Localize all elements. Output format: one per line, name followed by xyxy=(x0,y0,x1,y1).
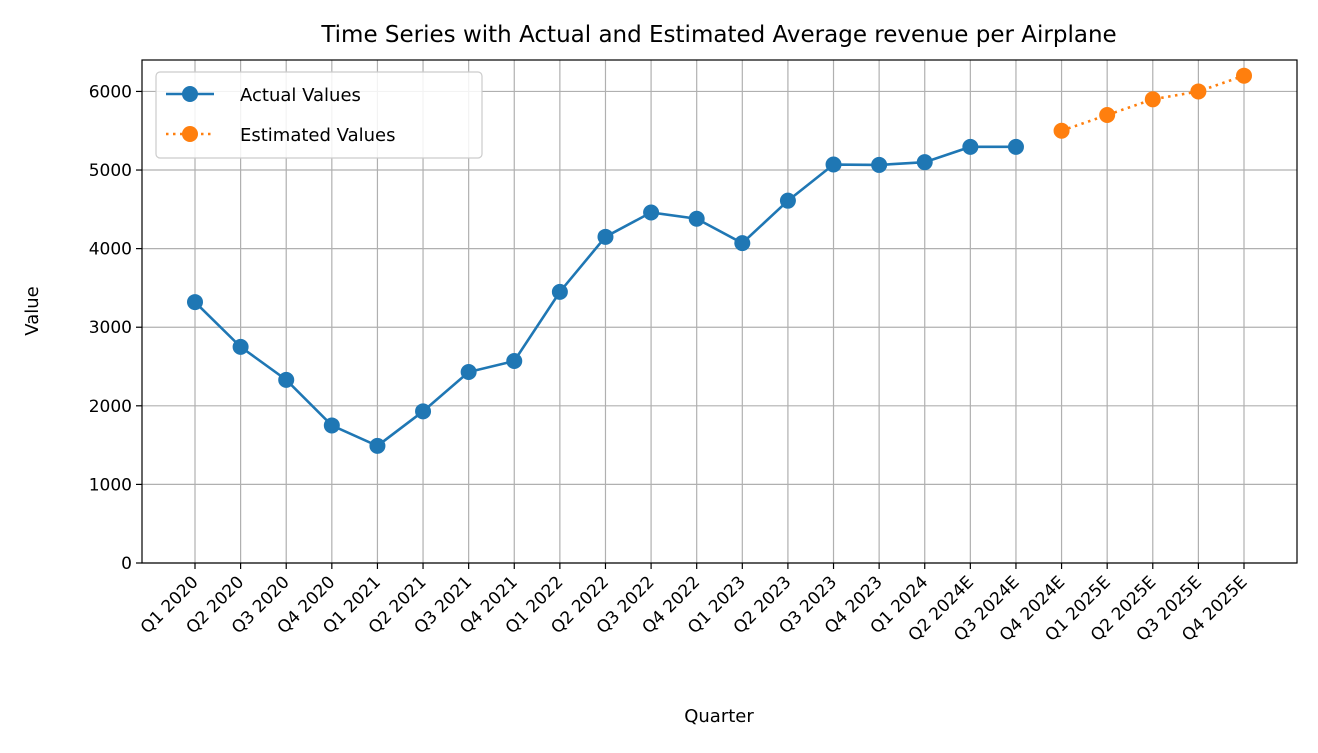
estimated-data-point xyxy=(1236,67,1252,84)
actual-data-point xyxy=(232,338,249,355)
y-tick-label: 3000 xyxy=(89,318,132,338)
actual-data-point xyxy=(323,417,340,434)
y-tick-label: 6000 xyxy=(89,82,132,102)
actual-data-point xyxy=(187,294,203,311)
estimated-data-point xyxy=(1053,122,1070,139)
actual-data-point xyxy=(962,138,979,155)
y-tick-label: 2000 xyxy=(89,397,132,417)
y-axis-label: Value xyxy=(22,286,43,335)
legend-actual-label: Actual Values xyxy=(240,85,361,106)
actual-data-point xyxy=(643,204,660,221)
y-tick-label: 0 xyxy=(121,554,132,574)
actual-data-point xyxy=(415,403,432,420)
actual-data-point xyxy=(551,283,568,300)
legend-estimated-label: Estimated Values xyxy=(240,125,395,146)
series-layer xyxy=(187,67,1252,454)
chart-title: Time Series with Actual and Estimated Av… xyxy=(320,22,1116,48)
y-tick-label: 1000 xyxy=(89,475,132,495)
actual-data-point xyxy=(460,364,477,381)
legend-estimated-marker xyxy=(182,126,198,142)
actual-data-point xyxy=(1007,138,1024,155)
y-tick-label: 4000 xyxy=(89,240,132,260)
x-axis-label: Quarter xyxy=(684,706,754,727)
actual-data-point xyxy=(688,210,705,227)
actual-data-point xyxy=(597,228,614,245)
actual-data-point xyxy=(916,154,933,171)
estimated-data-point xyxy=(1190,83,1207,100)
actual-data-point xyxy=(779,192,796,209)
actual-data-point xyxy=(506,353,523,370)
y-axis-ticks: 0 1000 2000 3000 4000 5000 6000 xyxy=(89,82,142,574)
axes-frame xyxy=(141,59,1298,564)
y-tick-label: 5000 xyxy=(89,161,132,181)
legend-box xyxy=(155,71,483,159)
actual-data-point xyxy=(871,156,888,173)
actual-data-point xyxy=(734,235,751,252)
actual-data-point xyxy=(369,437,386,454)
legend-actual-marker xyxy=(182,86,198,102)
actual-data-point xyxy=(825,156,842,173)
estimated-data-point xyxy=(1144,91,1161,108)
legend: Actual Values Estimated Values xyxy=(155,71,483,159)
estimated-data-point xyxy=(1099,107,1116,124)
actual-data-point xyxy=(278,371,295,388)
